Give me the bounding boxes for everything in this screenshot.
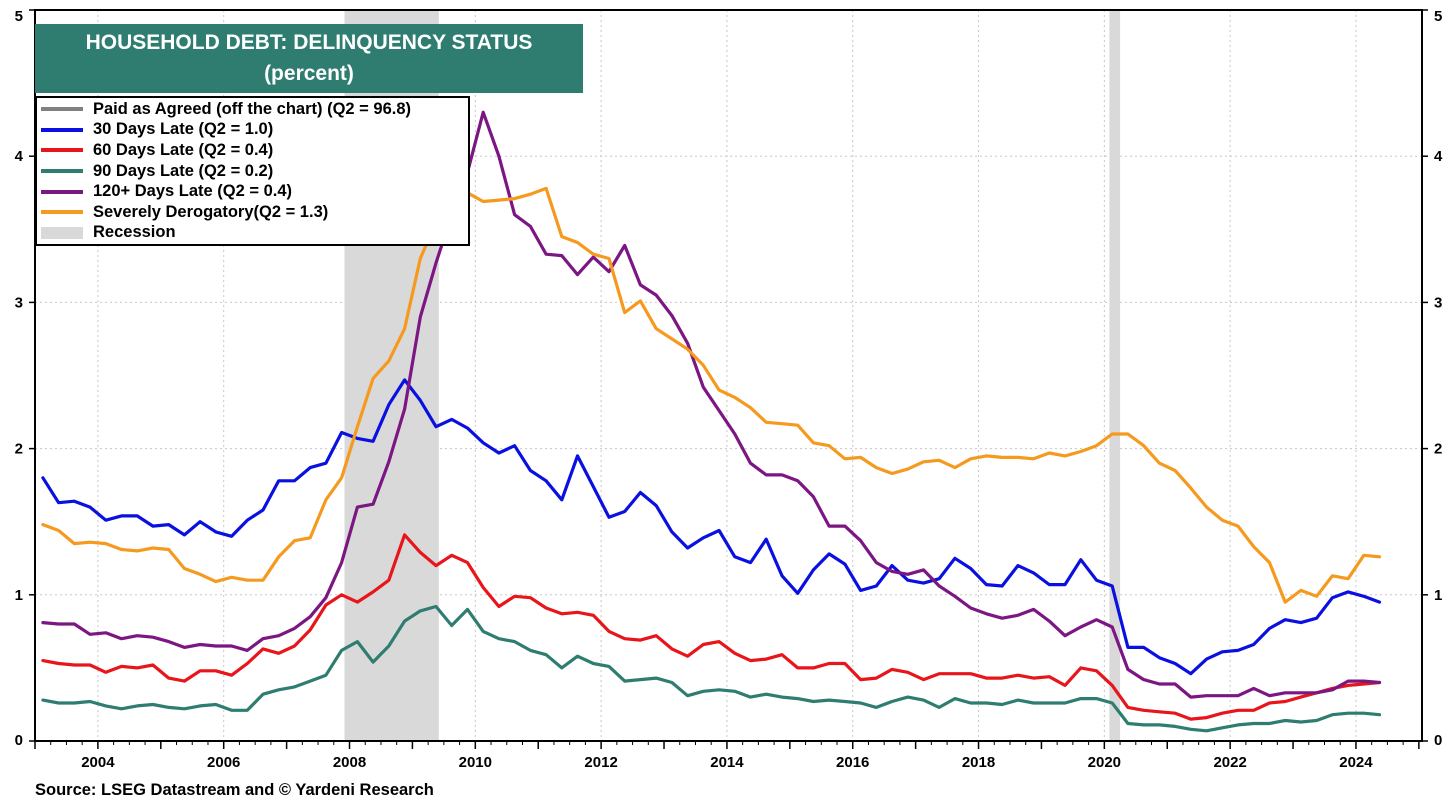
x-tick-label: 2020: [1088, 754, 1121, 771]
y-tick-label-left: 4: [15, 148, 24, 165]
chart-subtitle: (percent): [264, 62, 354, 85]
legend-item-90-days-late: 90 Days Late (Q2 = 0.2): [41, 161, 464, 182]
series-line-30-days-late: [41, 378, 1382, 676]
plot-frame: [34, 9, 1423, 742]
x-tick-label: 2008: [333, 754, 366, 771]
legend-item-120-days-late: 120+ Days Late (Q2 = 0.4): [41, 181, 464, 202]
y-tick-label-right: 4: [1434, 148, 1443, 165]
legend-swatch: [41, 107, 83, 112]
x-tick-label: 2004: [81, 754, 115, 771]
y-tick-label-right: 5: [1434, 8, 1442, 25]
series-lines: [41, 110, 1382, 733]
x-tick-label: 2014: [710, 754, 744, 771]
x-tick-label: 2022: [1213, 754, 1246, 771]
chart-title: HOUSEHOLD DEBT: DELINQUENCY STATUS: [85, 31, 533, 54]
legend-swatch: [41, 148, 83, 153]
y-tick-label-right: 1: [1434, 587, 1442, 604]
series-line-severely-derogatory: [41, 186, 1382, 604]
y-tick-label-left: 3: [15, 294, 23, 311]
legend-item-30-days-late: 30 Days Late (Q2 = 1.0): [41, 120, 464, 141]
y-tick-label-left: 5: [15, 8, 23, 25]
y-tick-label-right: 3: [1434, 294, 1442, 311]
chart-title-box: HOUSEHOLD DEBT: DELINQUENCY STATUS (perc…: [35, 24, 583, 93]
x-tick-label: 2006: [207, 754, 240, 771]
x-tick-label: 2010: [459, 754, 492, 771]
y-tick-label-left: 2: [15, 441, 23, 458]
legend-swatch: [41, 210, 83, 215]
series-line-90-days-late: [41, 604, 1382, 733]
y-tick-label-left: 1: [15, 587, 23, 604]
x-tick-label: 2024: [1339, 754, 1373, 771]
legend-label: Severely Derogatory(Q2 = 1.3): [93, 202, 329, 221]
y-tick-label-left: 0: [15, 732, 23, 749]
legend-label: 90 Days Late (Q2 = 0.2): [93, 161, 274, 180]
legend-item-recession: Recession: [41, 223, 464, 244]
series-line-60-days-late: [41, 533, 1382, 721]
legend-label: Paid as Agreed (off the chart) (Q2 = 96.…: [93, 99, 412, 118]
legend-swatch: [41, 127, 83, 132]
source-note: Source: LSEG Datastream and © Yardeni Re…: [35, 781, 434, 799]
legend-label: 30 Days Late (Q2 = 1.0): [93, 120, 274, 139]
legend-label: Recession: [93, 223, 176, 242]
legend: Paid as Agreed (off the chart) (Q2 = 96.…: [35, 96, 470, 246]
axes: 0 0 1 1 2 2 3 3 4 4 5 5 2004 2006 2008 2010 2012 2014 2016…: [15, 8, 1443, 771]
legend-label: 60 Days Late (Q2 = 0.4): [93, 140, 274, 159]
x-tick-label: 2016: [836, 754, 869, 771]
legend-swatch: [41, 169, 83, 174]
x-tick-label: 2012: [584, 754, 617, 771]
legend-item-paid-as-agreed: Paid as Agreed (off the chart) (Q2 = 96.…: [41, 99, 464, 120]
y-tick-label-right: 2: [1434, 441, 1442, 458]
y-tick-label-right: 0: [1434, 732, 1442, 749]
legend-swatch: [41, 189, 83, 194]
recession-band: [1109, 10, 1121, 741]
legend-item-severely-derogatory: Severely Derogatory(Q2 = 1.3): [41, 202, 464, 223]
legend-swatch: [41, 226, 83, 239]
series-line-120-days-late: [41, 110, 1382, 699]
x-tick-label: 2018: [962, 754, 995, 771]
legend-label: 120+ Days Late (Q2 = 0.4): [93, 182, 293, 201]
legend-item-60-days-late: 60 Days Late (Q2 = 0.4): [41, 140, 464, 161]
